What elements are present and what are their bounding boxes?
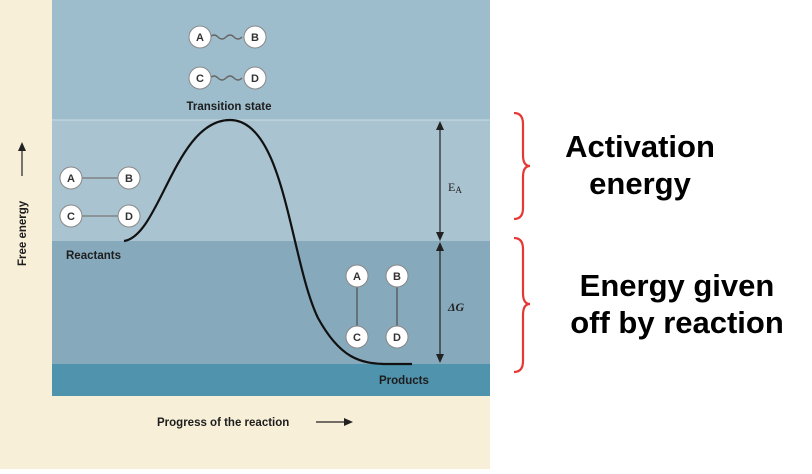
reactants-label: Reactants [66,250,121,262]
top-band [52,0,490,120]
activation-energy-band [52,120,490,241]
activation-energy-arrow [436,121,444,241]
product-atom-d: D [385,325,409,349]
svg-text:B: B [125,173,133,185]
svg-text:A: A [196,32,204,44]
brackets-svg [513,111,531,374]
ts-atom-b: B [243,25,267,49]
energy-diagram-figure: A B C D Transition state A B C D Reactan… [0,0,490,469]
svg-text:B: B [251,32,259,44]
product-molecules: A B C D [345,264,409,349]
delta-g-label: ΔG [447,300,465,314]
x-axis-arrow [316,418,353,426]
energy-diagram-svg: A B C D Transition state A B C D Reactan… [17,0,490,429]
ts-atom-a: A [188,25,212,49]
x-axis-label: Progress of the reaction [157,417,289,429]
product-atom-a: A [345,264,369,288]
reactant-molecules: A B C D [59,166,141,228]
svg-text:D: D [393,332,401,344]
reactant-atom-b: B [117,166,141,190]
ts-atom-d: D [243,66,267,90]
y-axis-label: Free energy [17,200,29,266]
svg-text:D: D [125,211,133,223]
activation-bracket [513,111,531,221]
given-off-line-1: Energy given [579,268,775,303]
svg-text:C: C [353,332,361,344]
reactant-atom-d: D [117,204,141,228]
svg-text:C: C [196,73,204,85]
svg-text:A: A [353,271,361,283]
given-off-bracket [513,236,531,374]
ts-atom-c: C [188,66,212,90]
delta-g-arrow [436,242,444,363]
product-atom-c: C [345,325,369,349]
energy-curve [123,118,412,366]
svg-text:C: C [67,211,75,223]
svg-text:A: A [67,173,75,185]
activation-line-1: Activation [565,129,715,164]
svg-text:D: D [251,73,259,85]
activation-energy-annotation: Activation energy [540,128,740,202]
reactant-atom-c: C [59,204,83,228]
products-band [52,364,490,396]
ea-label: EA [448,180,462,195]
annotation-panel: Activation energy Energy given off by re… [490,0,812,469]
ts-bond-ab [209,34,243,40]
ts-bond-cd [209,75,243,81]
delta-g-band [52,241,490,364]
products-label: Products [379,375,429,387]
svg-text:B: B [393,271,401,283]
energy-given-off-annotation: Energy given off by reaction [542,267,812,341]
reactant-atom-a: A [59,166,83,190]
transition-state-molecules: A B C D [188,25,267,90]
given-off-line-2: off by reaction [570,305,784,340]
y-axis-arrow [18,142,26,176]
activation-line-2: energy [589,166,691,201]
transition-state-label: Transition state [187,101,272,113]
product-atom-b: B [385,264,409,288]
